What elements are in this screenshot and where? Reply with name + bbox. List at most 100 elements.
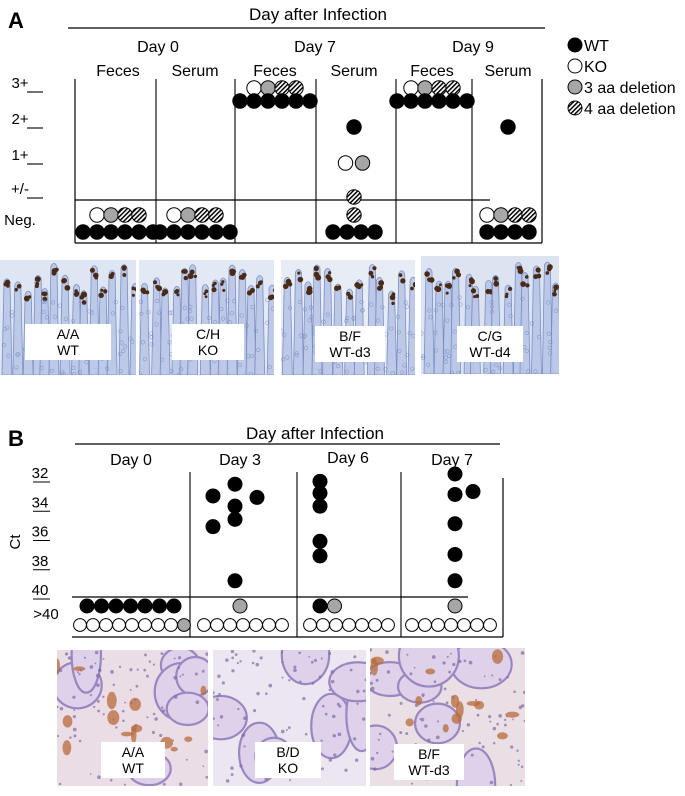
gland-shape [229,311,234,316]
gland-shape [39,365,44,371]
nucleus-dot [344,768,348,772]
stain-spot [64,284,71,291]
nucleus-dot [146,716,149,719]
nucleus-dot [135,684,139,688]
nucleus-dot [96,699,100,703]
gland-shape [237,363,242,368]
panel-b-point-WT [312,598,328,614]
gland-shape [548,339,553,345]
stain-spot [81,291,87,298]
stain-spot [410,286,414,291]
nucleus-dot [364,678,366,682]
panel-a-point-aa4 [194,207,210,223]
gland-shape [185,316,190,321]
nucleus-dot [122,719,125,723]
nucleus-dot [308,655,311,658]
nucleus-dot [221,681,225,685]
nucleus-dot [234,653,238,656]
panel-a-chart: A Day after Infection Neg. +/- 1+ 2+ 3+ Day … [4,5,676,244]
gland-shape [524,348,529,354]
stain-spot [213,281,217,286]
stain-spot [51,268,58,274]
panel-b-point-KO [355,618,369,632]
panel-b-point-WT [108,598,124,614]
panel-b-point-KO [303,618,317,632]
villus-shape [396,270,408,375]
stain-spot [222,288,226,292]
gland-shape [139,311,144,316]
nucleus-dot [330,670,335,674]
stain-spot [325,274,331,280]
tissue-shape [413,702,461,745]
nucleus-dot [318,675,322,679]
villus-shape [302,281,314,375]
ihc-stain-spot [184,736,193,743]
stain-spot [297,271,301,275]
nucleus-dot [161,709,166,713]
legend-marker-aa4 [567,100,583,116]
stain-spot [176,293,180,297]
nucleus-dot [280,729,285,734]
gland-shape [248,371,253,375]
panel-b-point-WT [94,598,109,614]
nucleus-dot [92,705,96,709]
panel-a-point-aa3 [180,207,196,223]
stain-spot [282,283,289,290]
nucleus-dot [489,720,492,723]
nucleus-dot [410,782,414,785]
gland-shape [139,371,142,375]
ihc-stain-spot [120,731,133,737]
nucleus-dot [320,739,323,742]
panel-a-point-aa4 [431,80,447,96]
gland-shape [397,348,402,354]
nucleus-dot [362,717,366,721]
tissue-shape [455,747,497,786]
nucleus-dot [152,663,155,666]
nucleus-dot [520,779,523,782]
nucleus-dot [129,688,132,691]
gland-shape [207,315,212,320]
gland-shape [421,355,426,361]
nucleus-dot [96,683,100,688]
nucleus-dot [510,745,514,749]
panel-b-point-KO [138,618,152,632]
nucleus-dot [121,709,125,713]
nucleus-dot [179,782,183,786]
stain-spot [469,278,475,285]
nucleus-dot [445,701,449,705]
panel-b-point-WT [137,598,153,614]
nucleus-dot [488,715,492,719]
ihc-image-b2: B/D KO [213,650,366,786]
gland-shape [445,349,450,354]
nucleus-dot [328,688,331,692]
nucleus-dot [160,706,164,709]
nucleus-dot [399,731,403,735]
stain-spot [255,284,260,289]
tissue-shape [280,650,331,686]
gland-shape [123,344,128,349]
stain-spot [103,289,108,294]
panel-b-point-KO [418,618,432,632]
histology-label-a4: C/G WT-d4 [457,326,523,362]
gland-shape [390,370,395,375]
ihc-image-b1: A/A WT [57,650,208,786]
nucleus-dot [115,726,118,729]
stain-spot [517,268,524,275]
gland-shape [335,363,341,369]
panel-b-y-tick-label: 32 [32,465,49,482]
stain-spot [203,292,207,296]
panel-a-point-KO [246,80,262,96]
nucleus-dot [72,695,76,699]
nucleus-dot [463,659,467,663]
ihc-stain-spot [466,701,481,706]
gland-shape [120,305,125,310]
gland-shape [351,316,356,321]
panel-b-point-WT [447,486,463,502]
gland-shape [547,345,552,350]
panel-a-day-label: Day 9 [452,39,494,56]
gland-shape [529,321,534,326]
stain-spot [41,291,46,296]
villus-shape [129,283,136,375]
nucleus-dot [492,726,497,731]
panel-b-point-WT [152,598,167,614]
